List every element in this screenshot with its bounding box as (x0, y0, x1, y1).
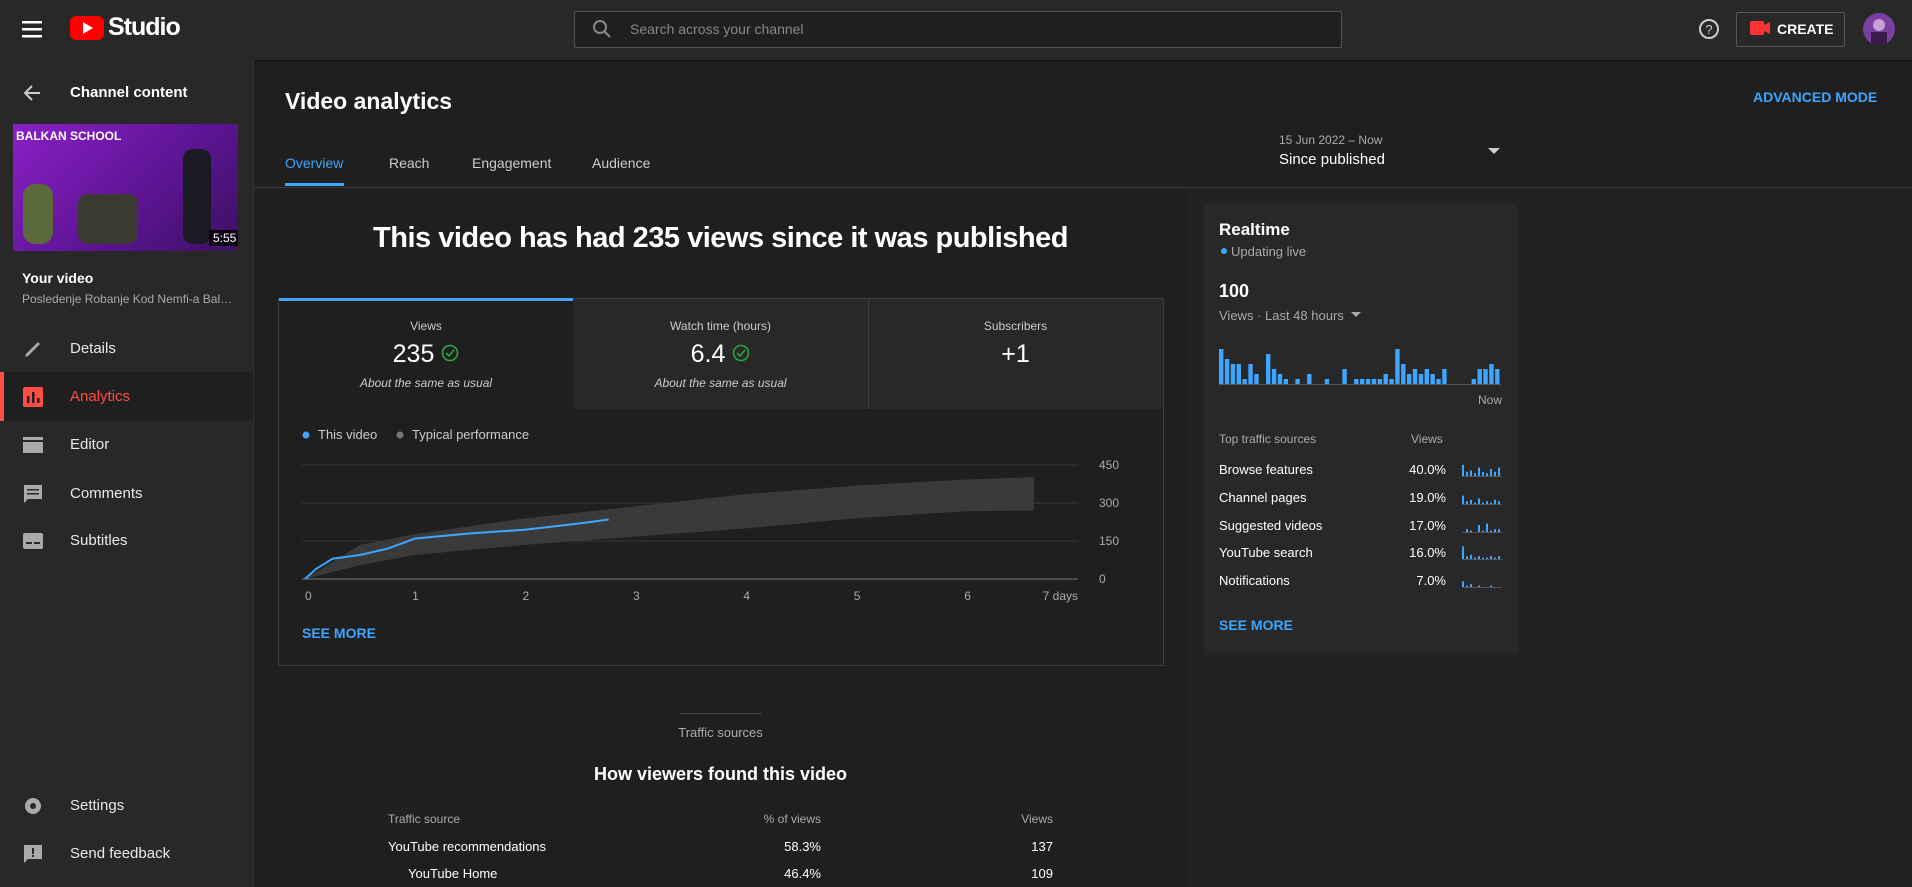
traffic-header: Top traffic sources (1219, 432, 1317, 446)
back-title: Channel content (70, 84, 188, 101)
realtime-title: Realtime (1219, 220, 1290, 239)
realtime-period[interactable]: Views · Last 48 hours (1219, 308, 1344, 323)
section-rule (680, 713, 762, 714)
nav-footer[interactable]: Settings (70, 797, 125, 814)
create-icon (1750, 21, 1770, 35)
table-cell: 58.3% (784, 839, 821, 854)
nav-item[interactable]: Analytics (70, 388, 131, 405)
create-label[interactable]: CREATE (1777, 21, 1834, 37)
thumbnail[interactable]: BALKAN SCHOOL 5:55 (13, 124, 238, 251)
metric-value: +1 (1001, 340, 1030, 368)
source-share: 17.0% (1409, 518, 1446, 533)
see-more[interactable]: SEE MORE (1219, 617, 1293, 633)
source-name: Channel pages (1219, 490, 1307, 505)
table-cell[interactable]: YouTube Home (408, 866, 498, 881)
source-name: YouTube search (1219, 545, 1313, 560)
section-label: Traffic sources (678, 725, 763, 740)
source-name: Browse features (1219, 462, 1313, 477)
nav-item[interactable]: Details (70, 340, 116, 357)
source-name: Notifications (1219, 573, 1290, 588)
traffic-header: Views (1411, 432, 1443, 446)
table-cell: 46.4% (784, 866, 821, 881)
thumbnail-text: BALKAN SCHOOL (16, 129, 122, 143)
your-video: Your video (22, 270, 94, 286)
check-icon (733, 344, 750, 362)
realtime-status: Updating live (1231, 244, 1307, 259)
search-box[interactable] (574, 11, 1342, 48)
metric-value: 6.4 (573, 340, 868, 369)
nav-item[interactable]: Subtitles (70, 532, 128, 549)
period-caret[interactable] (1351, 312, 1361, 318)
metric-divider (868, 299, 869, 409)
headline: This video has had 235 views since it wa… (373, 222, 1068, 254)
table-cell[interactable]: YouTube recommendations (388, 839, 547, 854)
metric-value: 235 (279, 340, 573, 369)
settings-icon (25, 798, 41, 814)
logo-icon[interactable] (70, 16, 104, 40)
analytics-icon (23, 387, 43, 407)
tab-underline (285, 183, 344, 186)
details-icon (25, 342, 40, 357)
source-share: 19.0% (1409, 490, 1446, 505)
column-header: Traffic source (388, 812, 461, 826)
source-share: 16.0% (1409, 545, 1446, 560)
tab[interactable]: Overview (285, 155, 344, 171)
metric-label[interactable]: Subscribers (983, 319, 1048, 333)
back-icon[interactable] (22, 83, 42, 103)
source-share: 40.0% (1409, 462, 1446, 477)
now-label: Now (1477, 393, 1502, 407)
nav-footer[interactable]: Send feedback (70, 845, 171, 862)
source-name: Suggested videos (1219, 518, 1323, 533)
figure (183, 149, 211, 244)
advanced-mode[interactable]: ADVANCED MODE (1753, 89, 1878, 105)
avatar[interactable] (1863, 13, 1895, 45)
menu-icon[interactable] (22, 19, 46, 39)
check-icon (442, 344, 459, 362)
see-more[interactable]: SEE MORE (302, 625, 376, 641)
source-share: 7.0% (1416, 573, 1446, 588)
dropdown-caret[interactable] (1488, 148, 1500, 156)
metric-note: About the same as usual (359, 376, 493, 390)
duration: 5:55 (209, 230, 238, 246)
tab[interactable]: Audience (592, 155, 651, 171)
svg-text:?: ? (1705, 22, 1712, 37)
logo-text[interactable]: Studio (108, 13, 181, 41)
nav-item[interactable]: Editor (70, 436, 110, 453)
period[interactable]: Since published (1279, 151, 1385, 168)
column-header: % of views (763, 812, 821, 826)
feedback-icon (24, 845, 42, 863)
tab[interactable]: Reach (389, 155, 430, 171)
search-icon (593, 20, 611, 38)
table-cell: 109 (1031, 866, 1053, 881)
figure (78, 194, 138, 244)
metric-value-text: 6.4 (690, 340, 726, 368)
divider (254, 187, 1912, 188)
comments-icon (24, 485, 42, 503)
create-button[interactable] (1736, 12, 1845, 47)
editor-icon (23, 437, 43, 453)
section-title: How viewers found this video (593, 764, 848, 784)
metric-label[interactable]: Views (410, 319, 442, 333)
live-dot (1221, 248, 1227, 254)
tab[interactable]: Engagement (472, 155, 552, 171)
help-icon[interactable]: ? (1697, 17, 1721, 41)
realtime-card (1204, 204, 1518, 655)
table-cell: 137 (1031, 839, 1053, 854)
realtime-total: 100 (1219, 281, 1250, 301)
figure (23, 184, 53, 244)
metric-selected (279, 298, 573, 301)
date-range[interactable]: 15 Jun 2022 – Now (1279, 133, 1383, 147)
metric-note: About the same as usual (654, 376, 787, 390)
subtitles-icon (23, 533, 43, 549)
metric-value-text: 235 (392, 340, 435, 368)
column-header: Views (1021, 812, 1053, 826)
nav-item[interactable]: Comments (70, 485, 143, 502)
page-title: Video analytics (285, 88, 453, 114)
video-title: Posledenje Robanje Kod Nemfi-a Bal… (22, 292, 233, 306)
metric-label[interactable]: Watch time (hours) (670, 319, 771, 333)
search-placeholder: Search across your channel (630, 21, 804, 37)
